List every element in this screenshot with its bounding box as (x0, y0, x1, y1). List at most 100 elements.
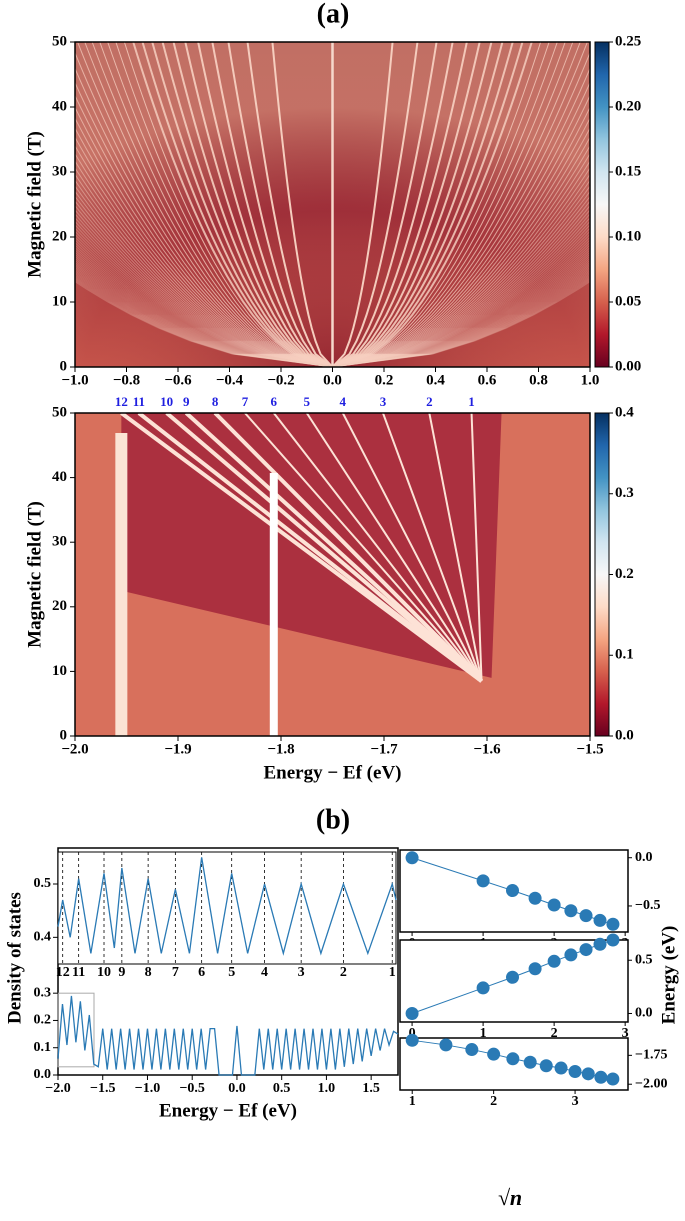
y-tick-label: 0.1 (34, 1040, 52, 1055)
level-point (579, 943, 593, 957)
level-label: 11 (133, 394, 145, 409)
y-tick-label: 0 (60, 727, 68, 743)
fan-line (75, 265, 333, 367)
fan-line (332, 257, 590, 367)
fan-line (75, 51, 333, 367)
fan-line (332, 42, 454, 367)
fan-line (75, 213, 333, 367)
colorbar (594, 41, 610, 368)
y-tick-label: 0 (60, 358, 68, 374)
fan-line (75, 269, 333, 367)
fan-line (77, 42, 333, 367)
fan-line (75, 190, 333, 367)
fan-line (332, 42, 550, 367)
y-axis-label: Energy (eV) (658, 926, 679, 1025)
x-tick-label: −0.8 (113, 372, 140, 388)
level-point (547, 898, 561, 912)
y-tick-label: 10 (52, 663, 67, 679)
y-tick-label: 30 (52, 534, 67, 550)
level-point (564, 948, 578, 962)
y-tick-label: 0.2 (34, 1013, 52, 1028)
level-line (341, 413, 483, 682)
fan-line (107, 42, 333, 367)
x-tick-label: −1.6 (473, 741, 501, 757)
x-tick-label: 0.2 (375, 372, 394, 388)
level-point (523, 1055, 537, 1069)
fan-line (75, 204, 333, 367)
fan-line (75, 179, 333, 367)
panel-title: (a) (317, 0, 350, 29)
fan-line (75, 255, 333, 367)
y-tick-label: 0.5 (635, 952, 653, 967)
x-tick-label: −1.9 (164, 741, 191, 757)
fan-line (332, 279, 590, 367)
level-line (305, 413, 483, 682)
x-tick-label: 0.4 (426, 372, 445, 388)
fan-line (75, 127, 333, 367)
fan-line (75, 173, 333, 367)
fan-line (332, 230, 590, 367)
fan-line (75, 117, 333, 367)
level-point (579, 909, 593, 923)
fan-line (332, 152, 590, 367)
fan-line (75, 209, 333, 367)
fan-line (332, 246, 590, 367)
x-tick-label: 3 (622, 1026, 629, 1041)
colorbar-tick-label: 0.25 (615, 33, 641, 49)
fan-line (84, 42, 333, 367)
fan-line (332, 261, 590, 367)
fan-line (75, 67, 333, 367)
level-point (476, 874, 490, 888)
level-point (581, 1067, 595, 1081)
fan-line (332, 251, 590, 367)
fan-line (75, 268, 333, 367)
y-tick-label: 0.3 (34, 985, 52, 1000)
level-point (547, 954, 561, 968)
colorbar-tick-label: 0.1 (615, 647, 634, 663)
x-tick-label: 1 (480, 1026, 487, 1041)
fan-line (332, 200, 590, 367)
fan-line (75, 253, 333, 367)
x-tick-label: 2 (490, 1094, 497, 1109)
heatmap-band (115, 433, 128, 736)
x-tick-label: −1.5 (90, 1081, 115, 1096)
colorbar-tick-label: 0.2 (615, 566, 634, 582)
y-tick-label: 20 (52, 228, 67, 244)
level-label: 2 (426, 394, 433, 409)
fan-line (75, 216, 333, 367)
level-point (528, 962, 542, 976)
level-point (405, 1006, 419, 1020)
fan-line (75, 144, 333, 367)
x-tick-label: 2 (340, 965, 347, 980)
fan-line (75, 281, 333, 367)
level-point (593, 913, 607, 927)
fan-line (75, 274, 333, 367)
colorbar-tick-label: 0.05 (615, 293, 641, 309)
fan-line (75, 220, 333, 367)
fan-line (331, 42, 394, 367)
level-line (244, 413, 483, 682)
fan-line (75, 263, 333, 367)
fan-line (332, 241, 590, 367)
fan-line (332, 42, 468, 367)
level-label: 9 (183, 394, 190, 409)
level-point (487, 1047, 501, 1061)
fan-line (332, 42, 574, 367)
fan-line (332, 209, 590, 367)
fan-line (332, 224, 590, 367)
level-point (539, 1059, 553, 1073)
level-point (476, 981, 490, 995)
level-point (606, 933, 620, 947)
fan-line (75, 106, 333, 367)
fan-line (332, 268, 590, 367)
fan-line (332, 278, 590, 367)
x-tick-label: −0.6 (164, 372, 192, 388)
level-point (593, 937, 607, 951)
x-tick-label: 12 (56, 965, 70, 980)
fan-line (332, 239, 590, 367)
heatmap-image (75, 413, 590, 736)
fan-line (332, 269, 590, 367)
x-tick-label: 9 (118, 965, 125, 980)
level-point (594, 1070, 608, 1084)
level-label: 5 (304, 394, 311, 409)
